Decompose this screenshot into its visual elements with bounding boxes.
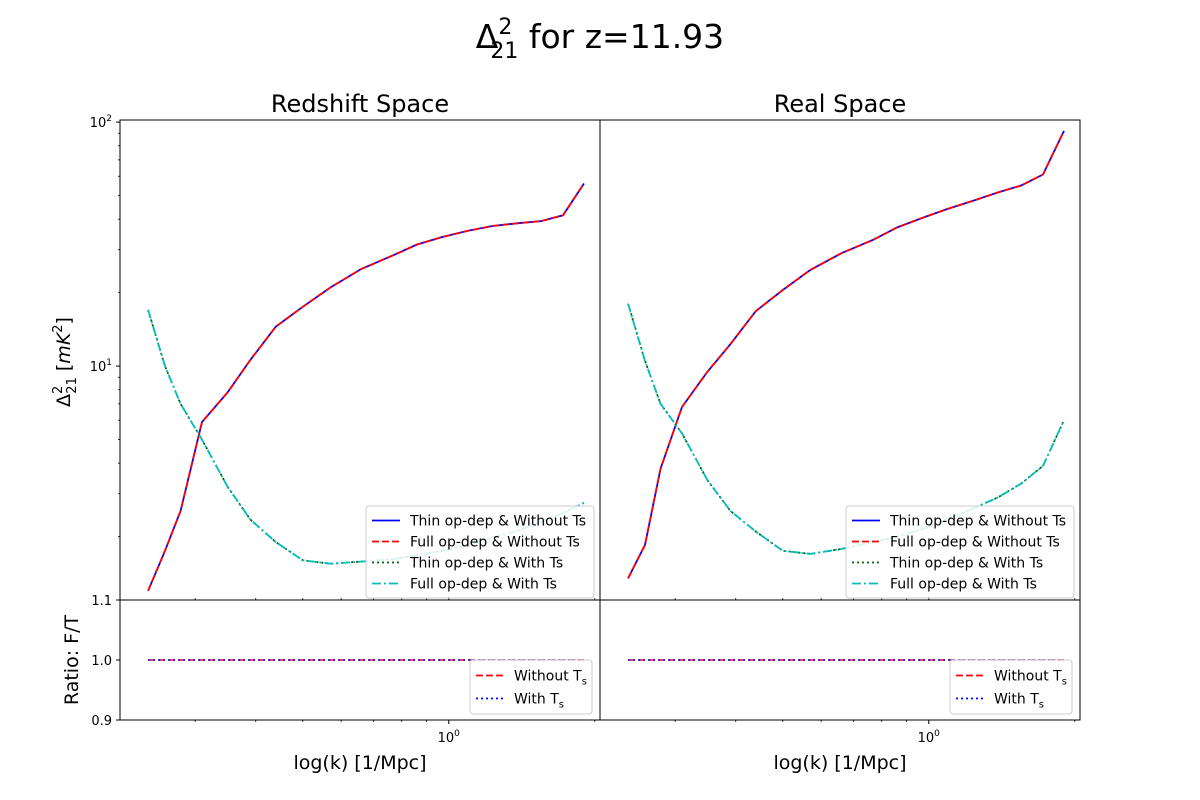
legend-main-label: Thin op-dep & With Ts [409,556,563,572]
y-label-unit-sup: 2 [51,324,66,332]
series-line-3 [147,309,585,565]
legend-main-label-text: Full op-dep & Without Ts [410,535,580,551]
legend-ratio-label: Without Ts [514,669,587,688]
x-tick-label: 100 [918,729,941,746]
legend-ratio-label: With Ts [514,692,564,711]
legend-main: Thin op-dep & Without Ts Full op-dep & Wi… [845,505,1075,599]
ratio-y-tick-label: 1.0 [91,654,112,669]
figure-title-sup: 2 [498,15,512,40]
legend-main-label-text: Thin op-dep & With Ts [889,556,1043,572]
y-tick-label: 102 [90,114,112,131]
legend-main-label-text: Full op-dep & With Ts [410,577,557,593]
panel-redshift-main: 102 101 1.1 Thin op-dep & Without Ts Full op… [90,114,601,609]
legend-main-frame [845,505,1075,599]
y-label-base: Δ [53,394,75,407]
legend-ratio-label-sub: s [1039,700,1044,711]
series-line-1 [627,130,1065,579]
series-line-1 [147,183,585,592]
x-axis-label-left: log(k) [1/Mpc] [293,752,426,774]
ratio-y-label: Ratio: F/T [61,615,83,706]
legend-main-label: Thin op-dep & Without Ts [889,514,1066,530]
legend-main-label: Thin op-dep & With Ts [889,556,1043,572]
legend-main-label-text: Thin op-dep & Without Ts [889,514,1066,530]
x-tick-label: 100 [438,729,461,746]
y-tick-label: 101 [90,358,112,375]
legend-ratio-frame [469,659,593,715]
legend-ratio-label-text: Without T [994,669,1062,685]
legend-main: Thin op-dep & Without Ts Full op-dep & Wi… [365,505,595,599]
x-axis-label-right: log(k) [1/Mpc] [773,752,906,774]
y-label-rest: [ [53,364,75,377]
figure-title: Δ2 21 for z=11.93 [476,15,724,64]
legend-main-label: Full op-dep & Without Ts [410,535,580,551]
figure-title-rest: for z=11.93 [518,17,724,56]
legend-ratio-label-sub: s [582,677,587,688]
legend-ratio-label-text: With T [514,692,559,708]
legend-main-label: Full op-dep & With Ts [890,577,1037,593]
legend-main-label-text: Full op-dep & Without Ts [890,535,1060,551]
figure-title-base: Δ [476,17,499,56]
legend-ratio-label: Without Ts [994,669,1067,688]
legend-main-label: Full op-dep & Without Ts [890,535,1060,551]
legend-main-label: Thin op-dep & Without Ts [409,514,586,530]
panel-title-real: Real Space [774,90,907,118]
legend-ratio-label-text: With T [994,692,1039,708]
legend-main-label-text: Full op-dep & With Ts [890,577,1037,593]
figure-title-sub: 21 [490,39,518,64]
panel-title-redshift: Redshift Space [271,90,449,118]
series-line-3 [627,303,1065,555]
legend-ratio-label-sub: s [1062,677,1067,688]
ratio-axes-frame [599,599,1081,721]
legend-ratio-label-sub: s [559,700,564,711]
y-label-close: ] [53,317,75,324]
y-label-sup: 2 [51,386,66,394]
plot-area [627,130,1065,579]
legend-main-label-text: Thin op-dep & With Ts [409,556,563,572]
legend-main-label: Full op-dep & With Ts [410,577,557,593]
ratio-y-tick-label: 0.9 [91,714,112,729]
legend-ratio-label-text: Without T [514,669,582,685]
legend-main-frame [365,505,595,599]
y-axis-label: Δ221 [mK2] [51,317,80,407]
legend-ratio-label: With Ts [994,692,1044,711]
y-label-sub: 21 [65,377,80,394]
legend-ratio-frame [949,659,1073,715]
legend-main-label-text: Thin op-dep & Without Ts [409,514,586,530]
y-label-unit: mK [53,331,75,364]
panel-real-main: Thin op-dep & Without Ts Full op-dep & Wi… [599,119,1081,601]
y-tick-label: 1.1 [91,594,112,609]
